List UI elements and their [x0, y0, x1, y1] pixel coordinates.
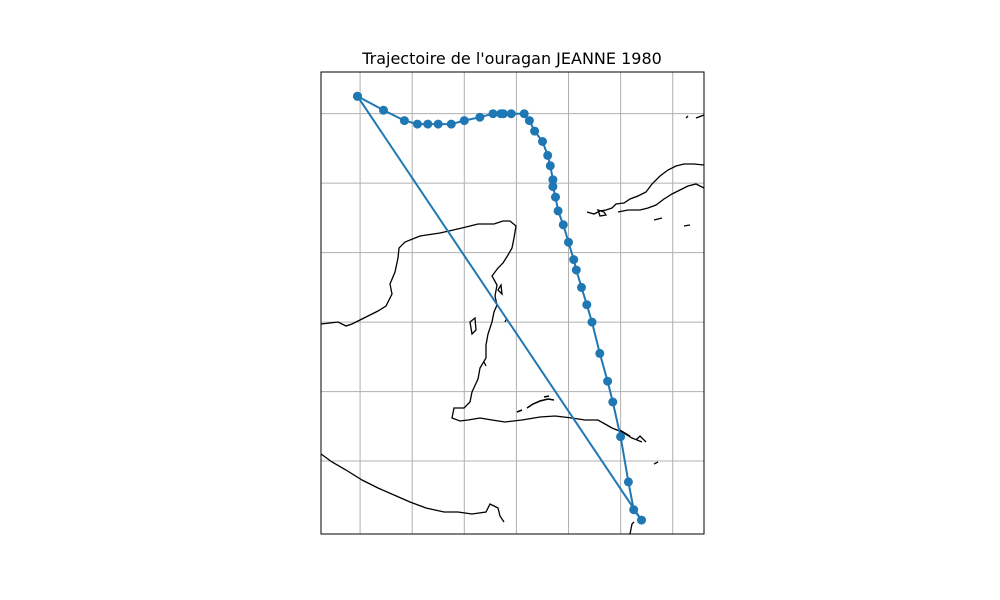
track-point-27: [577, 282, 586, 292]
track-point-28: [582, 300, 592, 310]
track-point-36: [637, 515, 646, 525]
track-point-29: [587, 317, 597, 327]
coastline-yucatan: [321, 220, 643, 443]
coastline-cuba-south: [617, 183, 704, 213]
coastline-isla-juventud: [596, 208, 608, 217]
track-point-35: [629, 505, 639, 515]
track-point-13: [519, 109, 529, 119]
coastline-cayman: [653, 217, 691, 227]
map-title: Trajectoire de l'ouragan JEANNE 1980: [361, 49, 662, 68]
track-point-11: [498, 109, 508, 119]
coastline-gulf-honduras-bar: [516, 395, 555, 413]
track-point-30: [595, 348, 605, 358]
track-point-32: [608, 397, 618, 407]
coastline-bay-islands: [619, 429, 659, 465]
coastline-gulf-fonseca: [629, 521, 635, 534]
coastline-cozumel: [497, 283, 503, 296]
track-point-6: [446, 119, 456, 129]
track-point-8: [475, 112, 485, 122]
coastline-pacific: [321, 453, 505, 523]
track-point-1: [379, 105, 388, 115]
track-point-9: [488, 109, 498, 119]
track-point-14: [524, 116, 534, 126]
track-point-34: [623, 477, 633, 487]
hurricane-track-points: [353, 91, 646, 525]
track-point-5: [433, 119, 443, 129]
track-point-23: [558, 220, 568, 230]
track-point-17: [543, 150, 553, 160]
track-point-19: [548, 175, 558, 185]
track-point-33: [616, 432, 626, 442]
track-point-2: [399, 116, 409, 126]
coastline-cuba: [586, 163, 704, 215]
track-point-24: [564, 237, 573, 247]
coastline-ambergris: [469, 316, 477, 336]
track-point-31: [603, 376, 613, 386]
track-point-22: [553, 206, 563, 216]
track-point-37: [353, 91, 362, 101]
track-point-21: [551, 192, 560, 202]
track-point-3: [412, 119, 422, 129]
coastline-florida-keys: [685, 114, 704, 119]
track-point-7: [459, 116, 469, 126]
track-point-26: [571, 265, 581, 275]
track-point-18: [545, 161, 555, 171]
hurricane-track-line: [356, 95, 643, 521]
track-point-4: [423, 119, 433, 129]
map-frame: [320, 71, 705, 535]
track-point-25: [569, 255, 579, 265]
graticule: [321, 72, 704, 534]
track-point-15: [530, 126, 540, 136]
coastline-cayes: [483, 317, 508, 367]
coastlines: [321, 114, 704, 534]
track-point-12: [506, 109, 516, 119]
track-point-20: [548, 182, 558, 192]
track-point-16: [538, 137, 547, 146]
